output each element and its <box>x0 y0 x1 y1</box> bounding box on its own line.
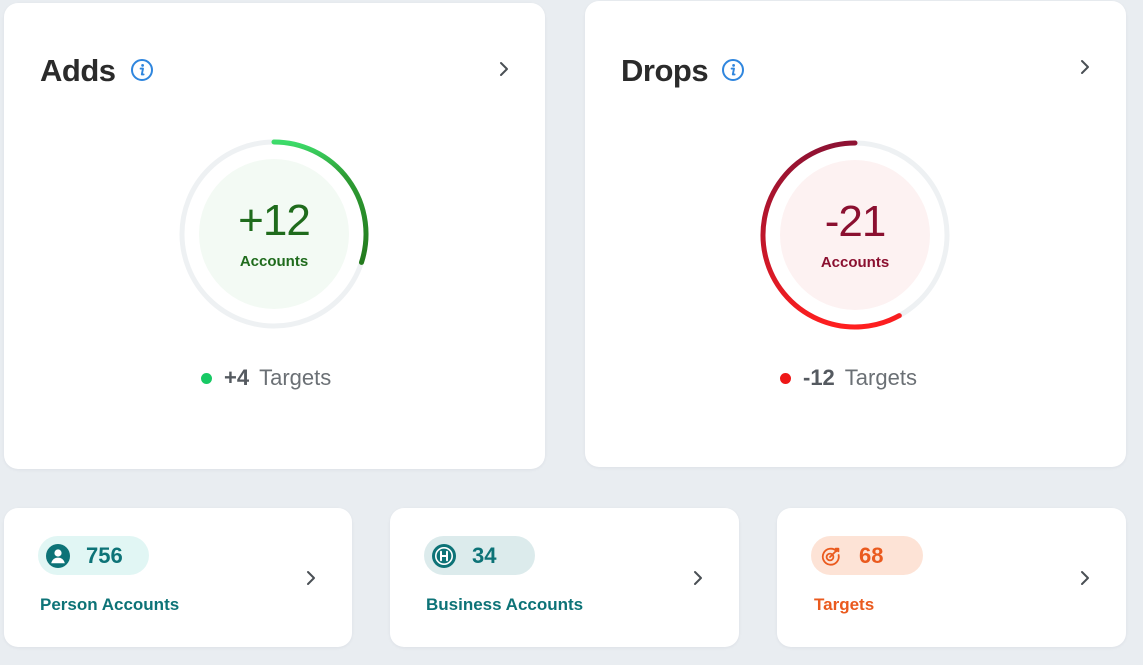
business-accounts-label: Business Accounts <box>426 595 584 614</box>
building-h-icon <box>432 543 456 568</box>
chevron-right-icon[interactable] <box>1077 570 1093 586</box>
person-accounts-pill: 756 <box>38 536 149 575</box>
adds-ring-arc <box>271 139 369 265</box>
adds-targets-dot <box>201 372 212 384</box>
person-accounts-label: Person Accounts <box>40 595 180 614</box>
drops-targets-dot <box>780 372 791 384</box>
info-icon[interactable] <box>721 58 745 82</box>
adds-title: Adds <box>40 53 116 88</box>
drops-ring-arc <box>760 140 902 330</box>
adds-ring-graphic <box>179 139 369 329</box>
chevron-right-icon[interactable] <box>690 570 706 586</box>
chevron-right-icon[interactable] <box>303 570 319 586</box>
chevron-right-icon[interactable] <box>496 61 512 77</box>
info-icon[interactable] <box>130 58 154 82</box>
drops-value: -21 <box>824 196 887 246</box>
person-accounts-count: 756 <box>86 542 123 568</box>
business-accounts-card[interactable]: 34 Business Accounts <box>390 508 739 647</box>
person-icon <box>46 543 70 568</box>
chevron-right-icon[interactable] <box>1077 59 1093 75</box>
adds-targets: +4 Targets <box>201 365 331 391</box>
targets-pill: 68 <box>811 536 923 575</box>
business-accounts-count: 34 <box>472 542 497 568</box>
adds-value: +12 <box>238 195 311 245</box>
adds-targets-label: Targets <box>259 365 332 390</box>
drops-card: Drops -21 Accounts -12 Tar <box>585 1 1126 467</box>
target-icon <box>821 547 840 566</box>
business-accounts-pill: 34 <box>424 536 535 575</box>
drops-ring-text: -21 Accounts <box>755 135 955 335</box>
drops-ring-graphic <box>760 140 950 330</box>
adds-card: Adds +12 Accounts +4 Targe <box>4 3 545 469</box>
drops-targets-label: Targets <box>844 365 917 390</box>
drops-value-label: Accounts <box>820 253 890 271</box>
drops-title: Drops <box>621 53 709 88</box>
adds-progress-ring: +12 Accounts <box>174 134 374 334</box>
targets-label: Targets <box>814 595 875 614</box>
adds-ring-center <box>199 159 349 309</box>
adds-ring-text: +12 Accounts <box>174 134 374 334</box>
targets-card[interactable]: 68 Targets <box>777 508 1126 647</box>
drops-targets: -12 Targets <box>780 365 917 391</box>
targets-count: 68 <box>859 542 884 568</box>
drops-targets-value: -12 <box>803 365 835 390</box>
adds-value-label: Accounts <box>239 252 309 270</box>
adds-targets-value: +4 <box>224 365 250 390</box>
drops-progress-ring: -21 Accounts <box>755 135 955 335</box>
person-accounts-card[interactable]: 756 Person Accounts <box>4 508 352 647</box>
drops-ring-center <box>780 160 930 310</box>
